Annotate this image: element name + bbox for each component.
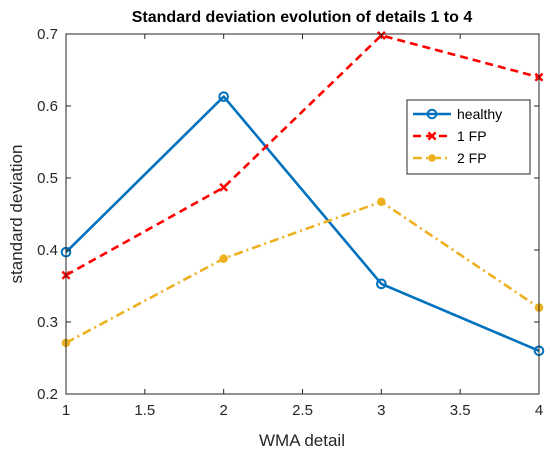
data-point — [219, 182, 229, 192]
tick-labels: 1 1.5 2 2.5 3 3.5 4 0.2 0.3 0.4 0.5 0.6 0.7 — [37, 26, 543, 419]
plot-area — [66, 34, 539, 394]
data-point — [377, 197, 386, 207]
y-tick-label: 0.5 — [37, 170, 58, 187]
axes — [65, 33, 540, 395]
x-tick-label: 2.5 — [292, 402, 313, 419]
y-tick-label: 0.6 — [37, 98, 58, 115]
legend-label: healthy — [457, 106, 502, 122]
chart-title: Standard deviation evolution of details … — [132, 9, 473, 26]
x-tick-label: 3.5 — [450, 402, 471, 419]
legend-label: 2 FP — [457, 150, 487, 166]
x-tick-label: 2 — [219, 402, 227, 419]
legend-marker — [428, 154, 436, 162]
data-point — [218, 91, 229, 102]
y-tick-label: 0.2 — [37, 386, 58, 403]
legend-item-2: 2 FP — [413, 150, 487, 166]
x-tick-label: 4 — [535, 402, 543, 419]
legend-item-1: 1 FP — [413, 128, 487, 144]
data-point — [376, 278, 387, 290]
x-tick-label: 1 — [62, 402, 70, 419]
y-tick-label: 0.7 — [37, 26, 58, 43]
series-2 — [61, 197, 544, 348]
series-line — [65, 95, 540, 352]
x-tick-label: 1.5 — [134, 402, 155, 419]
x-tick-label: 3 — [377, 402, 385, 419]
legend: healthy 1 FP 2 FP — [406, 99, 531, 175]
series-line — [65, 34, 540, 277]
legend-item-0: healthy — [413, 106, 502, 122]
data-point — [219, 254, 228, 263]
y-axis-label: standard deviation — [7, 145, 26, 284]
y-tick-label: 0.3 — [37, 314, 58, 331]
x-axis-label: WMA detail — [259, 431, 345, 450]
legend-label: 1 FP — [457, 128, 487, 144]
plot-background — [66, 34, 539, 394]
y-tick-label: 0.4 — [37, 242, 58, 259]
series-line — [65, 200, 540, 345]
legend-marker — [426, 108, 438, 120]
